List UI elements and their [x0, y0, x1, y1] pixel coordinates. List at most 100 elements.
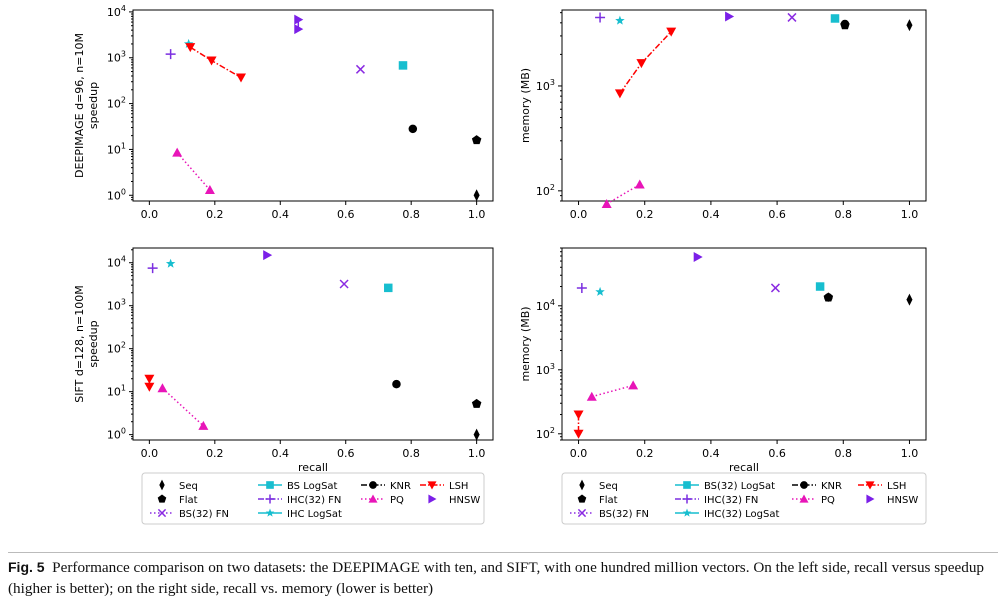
caption-label: Fig. 5 — [8, 559, 45, 575]
x-tick-label: 0.2 — [636, 447, 654, 460]
x-tick-label: 0.0 — [141, 208, 159, 221]
legend-label: BS LogSat — [287, 481, 338, 492]
x-tick-label: 0.4 — [272, 447, 290, 460]
data-point — [355, 64, 365, 74]
y-tick-label: 104 — [536, 298, 555, 313]
series-pq — [172, 147, 215, 195]
data-point — [157, 383, 168, 393]
legend-label: PQ — [821, 495, 835, 506]
x-tick-label: 1.0 — [901, 208, 919, 221]
y-tick-label: 102 — [107, 341, 126, 356]
data-point — [471, 398, 482, 408]
legend-marker — [159, 479, 165, 491]
series-knr — [824, 293, 833, 302]
legend-item-hnsw: HNSW — [866, 494, 918, 506]
data-point — [392, 379, 401, 389]
y-tick-label: 100 — [107, 427, 126, 442]
legend-item-ihc-32-logsat: IHC(32) LogSat — [675, 508, 779, 520]
x-axis-label: recall — [298, 461, 328, 474]
legend-marker — [682, 508, 692, 517]
series-lsh — [185, 43, 246, 83]
legend-marker — [369, 481, 377, 489]
legend-item-lsh: LSH — [420, 481, 468, 492]
series-hnsw — [725, 11, 735, 22]
series-lsh — [144, 374, 155, 392]
data-point — [144, 374, 155, 384]
series-bs-32-fn — [339, 279, 349, 289]
data-point — [147, 263, 158, 274]
y-tick-label: 102 — [107, 96, 126, 111]
legend-marker — [265, 508, 275, 517]
data-point — [206, 56, 217, 66]
legend-item-ihc-32-fn: IHC(32) FN — [675, 494, 758, 506]
legend-label: IHC(32) LogSat — [704, 509, 779, 520]
legend-label: Flat — [599, 495, 618, 506]
chart-panel-4: 0.0 0.2 0.4 0.6 0.8 1.0 102 103 104 memory (MB) re… — [519, 247, 927, 474]
data-point — [471, 135, 482, 145]
data-point — [693, 251, 703, 262]
series-ihc-logsat — [165, 258, 176, 268]
legend-item-bs-logsat: BS LogSat — [258, 481, 338, 492]
plot-frame — [132, 9, 494, 202]
legend-label: LSH — [887, 481, 906, 492]
legend-label: HNSW — [449, 495, 480, 506]
x-tick-label: 0.2 — [206, 447, 224, 460]
data-point — [165, 258, 176, 268]
y-axis-label: DEEPIMAGE d=96, n=10Mspeedup — [73, 33, 100, 178]
legend-item-flat: Flat — [577, 494, 618, 506]
legend-marker — [866, 494, 875, 504]
legend-item-seq: Seq — [579, 479, 618, 492]
y-tick-label: 102 — [536, 183, 555, 198]
series-lsh — [573, 410, 584, 439]
series-hnsw — [693, 251, 703, 262]
legend-label: LSH — [449, 481, 468, 492]
data-point — [815, 282, 825, 291]
caption-rule — [8, 552, 998, 553]
legend-label: BS(32) FN — [179, 509, 229, 520]
legend-item-knr: KNR — [361, 481, 411, 492]
series-hnsw — [294, 14, 304, 35]
legend-marker — [368, 494, 378, 503]
data-point — [906, 19, 913, 32]
legend-item-bs-32-fn: BS(32) FN — [150, 508, 229, 520]
legend-marker — [682, 494, 692, 504]
y-tick-label: 101 — [107, 384, 126, 399]
data-point — [398, 61, 408, 70]
data-point — [185, 43, 196, 53]
y-axis-label: memory (MB) — [519, 306, 532, 381]
data-point — [339, 279, 349, 289]
legend-item-flat: Flat — [157, 494, 198, 506]
series-line — [176, 152, 211, 191]
legend-marker — [683, 481, 691, 489]
data-point — [787, 12, 797, 22]
series-line — [161, 387, 204, 427]
x-tick-label: 1.0 — [901, 447, 919, 460]
series-seq — [906, 293, 913, 306]
legend-right: Seq Flat BS(32) FN BS(32) LogSat IHC(32) FN I… — [561, 472, 927, 525]
legend-item-seq: Seq — [159, 479, 198, 492]
legend-marker — [577, 508, 587, 518]
x-tick-label: 0.8 — [402, 208, 420, 221]
y-tick-label: 101 — [107, 141, 126, 156]
y-tick-label: 104 — [107, 4, 126, 19]
legend-label: Seq — [599, 481, 618, 492]
legend-item-hnsw: HNSW — [428, 494, 480, 506]
y-tick-label: 103 — [536, 362, 555, 377]
series-seq — [906, 19, 913, 32]
data-point — [725, 11, 735, 22]
x-tick-label: 0.4 — [702, 447, 720, 460]
series-seq — [473, 189, 480, 202]
chart-panel-3: 0.0 0.2 0.4 0.6 0.8 1.0 100 101 102 103 104 SIFT d=… — [73, 247, 494, 474]
series-seq — [473, 428, 480, 441]
data-point — [636, 59, 647, 69]
legend-marker — [265, 494, 275, 504]
legend-frame — [561, 472, 927, 525]
x-tick-label: 0.2 — [636, 208, 654, 221]
series-pq — [157, 383, 209, 430]
legend-marker — [428, 494, 437, 504]
plot-frame — [561, 9, 927, 202]
x-tick-label: 0.0 — [141, 447, 159, 460]
chart-panel-2: 0.0 0.2 0.4 0.6 0.8 1.0 102 103 memory (MB) — [519, 9, 927, 221]
legend-item-ihc-logsat: IHC LogSat — [258, 508, 342, 520]
data-point — [144, 382, 155, 392]
